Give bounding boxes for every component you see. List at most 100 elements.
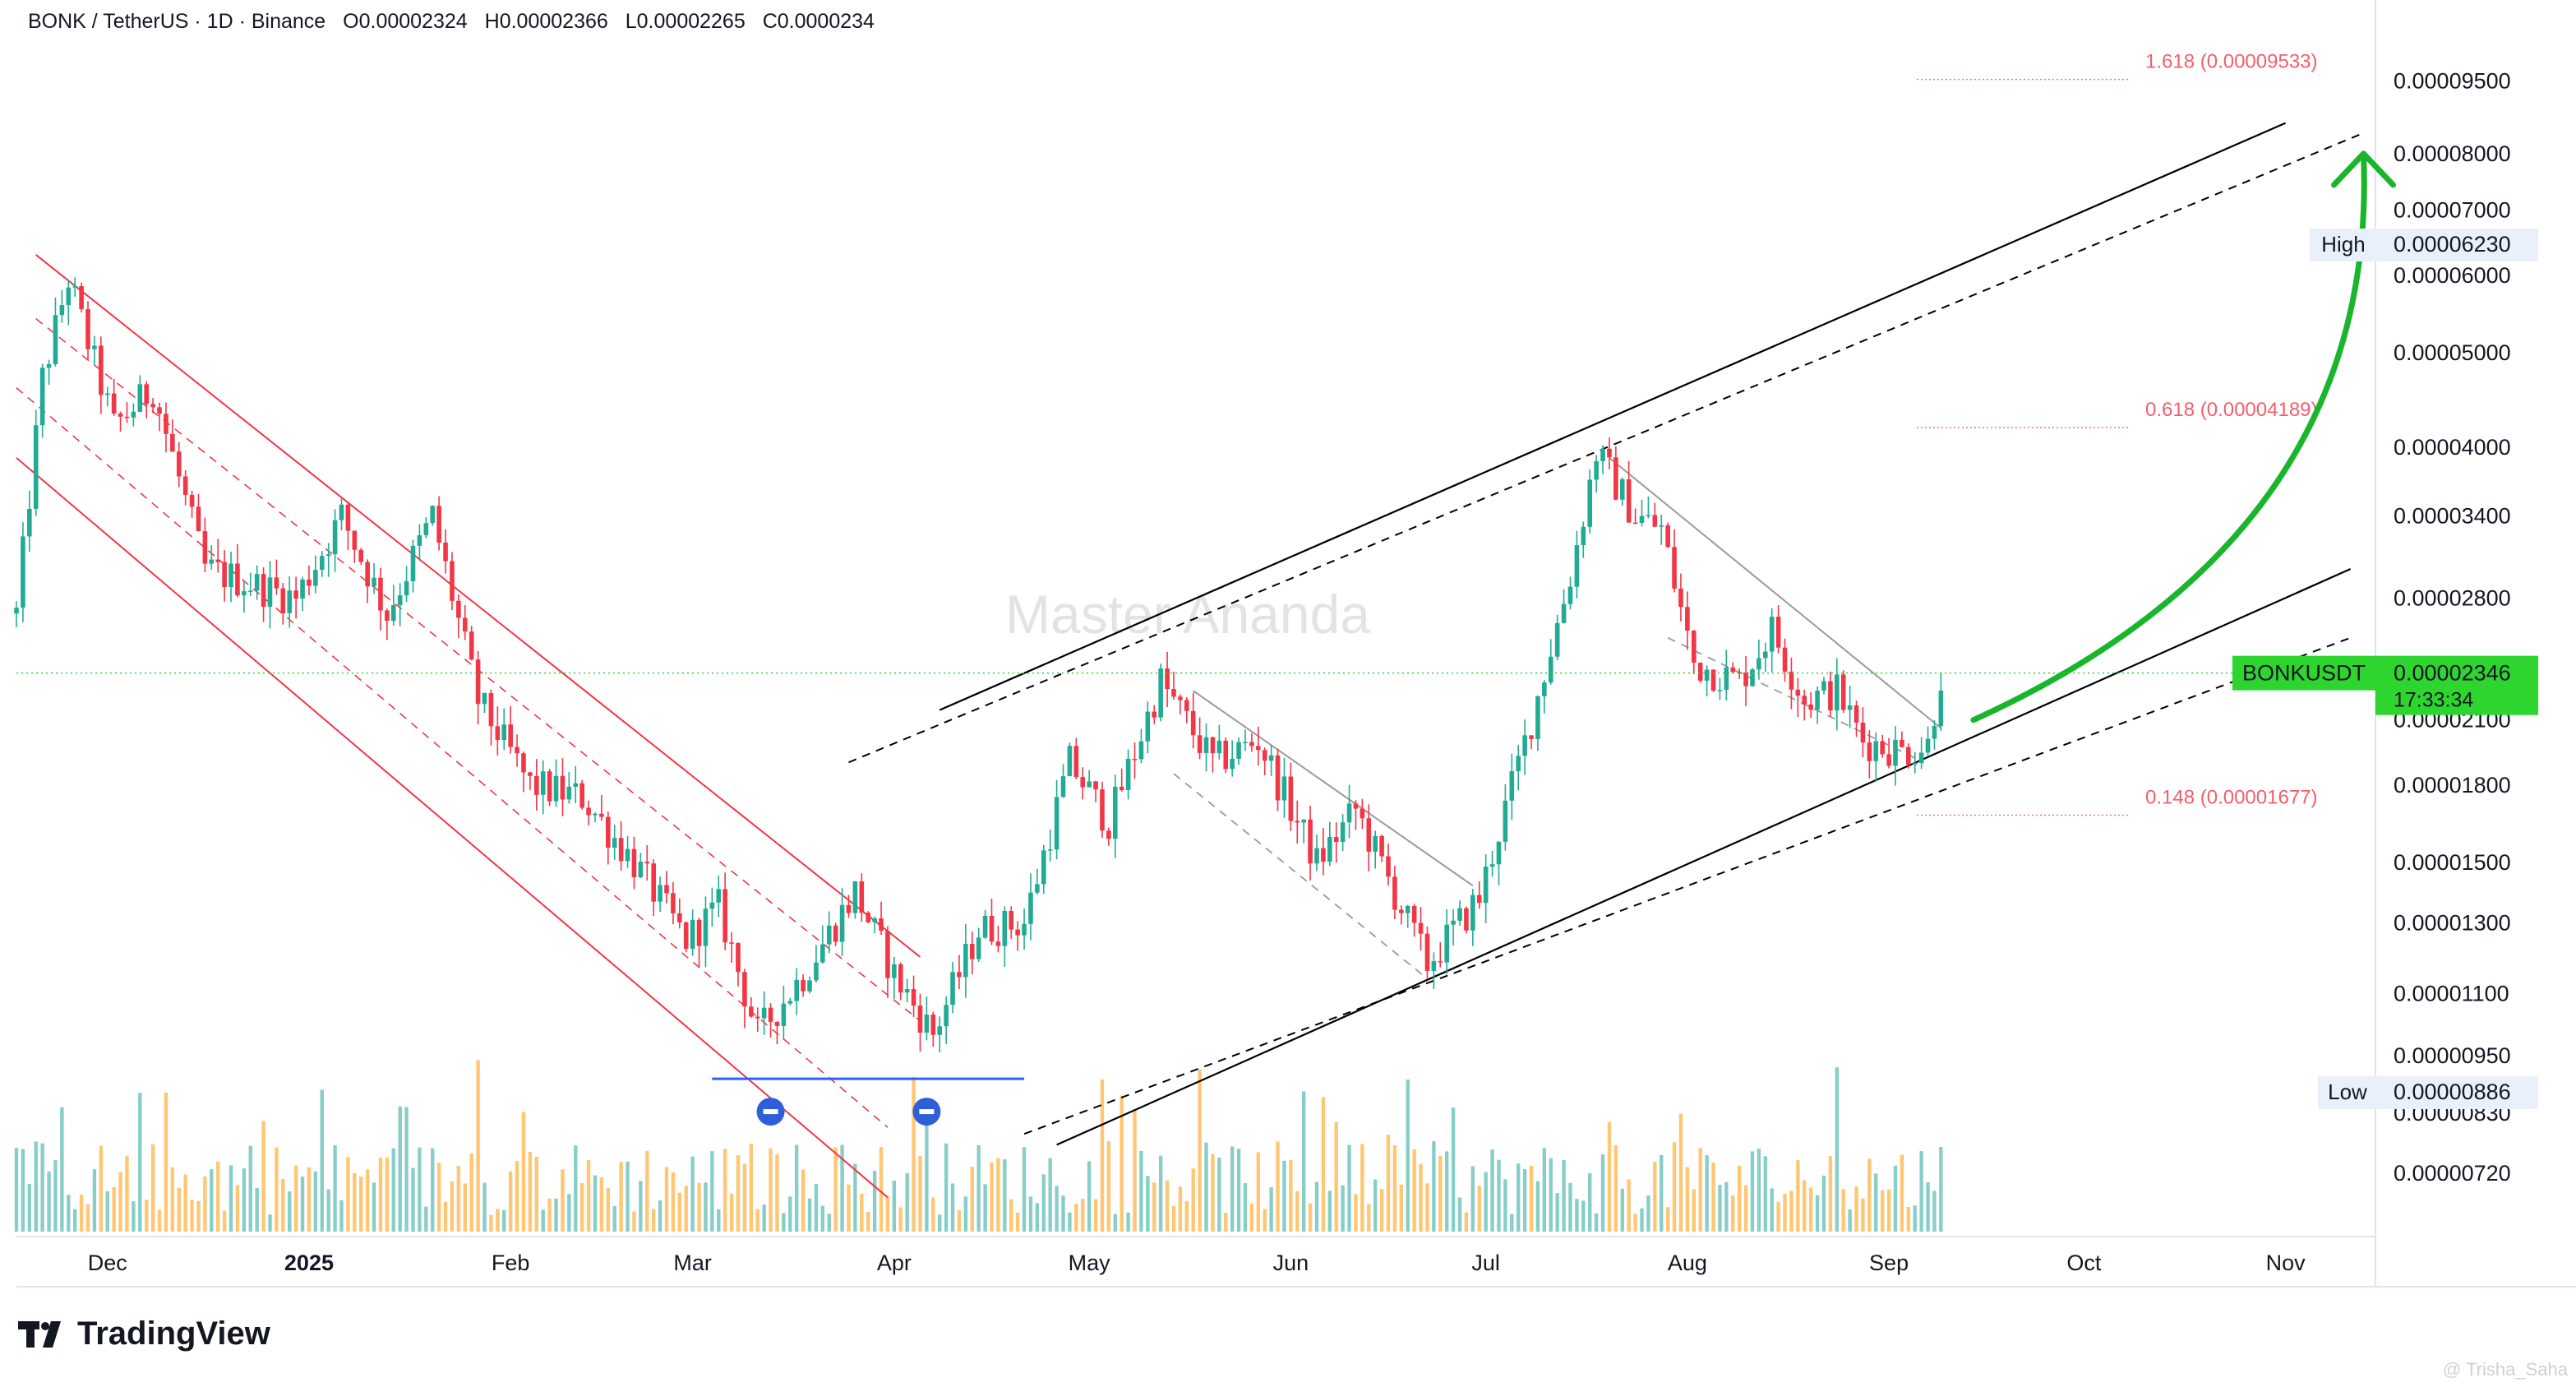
volume-bar bbox=[469, 1153, 473, 1232]
volume-bar bbox=[579, 1183, 584, 1232]
candle-body bbox=[1906, 747, 1911, 765]
volume-bar bbox=[339, 1200, 344, 1232]
volume-bar bbox=[1926, 1182, 1930, 1232]
candle-body bbox=[573, 783, 579, 787]
volume-bar bbox=[443, 1201, 448, 1232]
volume-bar bbox=[1841, 1189, 1845, 1232]
candle-body bbox=[1835, 674, 1840, 711]
candle-body bbox=[1028, 892, 1033, 924]
volume-bar bbox=[1763, 1156, 1767, 1232]
candle-body bbox=[872, 918, 877, 922]
volume-bar bbox=[931, 1197, 935, 1232]
volume-bar bbox=[1522, 1169, 1527, 1232]
candle-body bbox=[976, 937, 981, 959]
candle-body bbox=[1106, 830, 1111, 839]
volume-bar bbox=[281, 1179, 285, 1232]
volume-bar bbox=[1861, 1198, 1865, 1232]
volume-bar bbox=[85, 1204, 90, 1232]
candle-body bbox=[287, 590, 293, 613]
volume-bar bbox=[1367, 1204, 1371, 1232]
volume-bar bbox=[326, 1189, 330, 1232]
volume-bar bbox=[677, 1192, 682, 1232]
volume-bar bbox=[1217, 1158, 1221, 1232]
high-value-label: 0.00006230 bbox=[2394, 232, 2511, 257]
volume-bar bbox=[1419, 1163, 1423, 1232]
candle-body bbox=[1600, 448, 1605, 461]
current-price-tag: BONKUSDT 0.00002346 17:33:34 bbox=[2232, 655, 2538, 715]
volume-bar bbox=[1015, 1213, 1020, 1232]
volume-bar bbox=[1698, 1148, 1702, 1232]
volume-bar bbox=[1191, 1168, 1195, 1232]
volume-bar bbox=[307, 1167, 312, 1232]
time-tick-label: Apr bbox=[877, 1251, 912, 1275]
volume-bar bbox=[372, 1182, 376, 1232]
volume-bar bbox=[463, 1183, 467, 1232]
candle-body bbox=[1451, 920, 1456, 925]
candle-body bbox=[651, 863, 656, 902]
volume-bar bbox=[1406, 1080, 1410, 1232]
volume-bar bbox=[118, 1172, 122, 1232]
symbol-title: BONK / TetherUS · 1D · Binance bbox=[28, 10, 325, 33]
volume-bar bbox=[170, 1167, 175, 1232]
volume-bar bbox=[34, 1141, 38, 1232]
tradingview-logo[interactable]: TradingView bbox=[18, 1315, 270, 1352]
volume-bar bbox=[40, 1143, 44, 1232]
volume-bar bbox=[1750, 1151, 1755, 1232]
svg-text:High: High bbox=[2321, 232, 2365, 257]
candle-body bbox=[852, 881, 858, 913]
candle-body bbox=[144, 384, 149, 405]
volume-bar bbox=[72, 1209, 77, 1232]
candle-body bbox=[814, 962, 819, 981]
volume-bar bbox=[1249, 1204, 1254, 1232]
candle-body bbox=[469, 631, 474, 660]
watermark: Master Ananda bbox=[1005, 584, 1370, 645]
price-tick-label: 0.00007000 bbox=[2394, 198, 2511, 223]
volume-bar bbox=[21, 1149, 25, 1232]
candle-body bbox=[1652, 515, 1658, 527]
candle-body bbox=[176, 451, 182, 477]
candle-body bbox=[1483, 867, 1489, 904]
volume-bar bbox=[1022, 1147, 1027, 1232]
candle-body bbox=[1216, 740, 1222, 754]
volume-bar bbox=[1470, 1166, 1475, 1232]
candle-body bbox=[1438, 961, 1443, 963]
volume-bar bbox=[1457, 1197, 1462, 1232]
candle-body bbox=[566, 786, 572, 800]
candle-body bbox=[1880, 741, 1885, 755]
volume-bar bbox=[1627, 1179, 1631, 1232]
volume-bar bbox=[833, 1147, 838, 1232]
candle-body bbox=[1411, 905, 1417, 923]
price-tick-label: 0.00001300 bbox=[2394, 911, 2511, 936]
volume-bar bbox=[1028, 1196, 1033, 1232]
volume-bar bbox=[626, 1161, 630, 1232]
candle-body bbox=[736, 943, 741, 973]
volume-bar bbox=[1048, 1158, 1052, 1232]
candle-body bbox=[696, 919, 702, 946]
candle-body bbox=[1243, 742, 1248, 743]
candle-body bbox=[79, 286, 84, 310]
candle-body bbox=[1509, 770, 1515, 801]
candle-body bbox=[1607, 448, 1612, 458]
time-tick-label: Oct bbox=[2066, 1251, 2102, 1275]
candle-body bbox=[749, 1006, 754, 1017]
volume-bar bbox=[1731, 1195, 1735, 1232]
candle-body bbox=[833, 925, 838, 942]
candle-body bbox=[742, 972, 747, 1007]
price-tick-label: 0.00006000 bbox=[2394, 263, 2511, 288]
candle-body bbox=[1737, 672, 1742, 673]
volume-bar bbox=[203, 1176, 207, 1232]
candle-body bbox=[1392, 876, 1397, 910]
projection-arrow bbox=[1970, 150, 2367, 724]
time-axis[interactable]: Dec 2025 Feb Mar Apr May Jun Jul Aug Sep Oct Nov bbox=[88, 1251, 2306, 1275]
candle-body bbox=[1775, 617, 1781, 648]
high-value: 0.00002366 bbox=[500, 10, 608, 33]
candle-body bbox=[1145, 711, 1151, 742]
volume-bar bbox=[177, 1187, 181, 1232]
candle-body bbox=[937, 1026, 943, 1035]
volume-bar bbox=[729, 1194, 734, 1232]
price-tick-label: 0.00000720 bbox=[2394, 1161, 2511, 1186]
candle-body bbox=[450, 561, 455, 601]
candle-body bbox=[995, 941, 1001, 946]
candle-body bbox=[436, 506, 441, 543]
